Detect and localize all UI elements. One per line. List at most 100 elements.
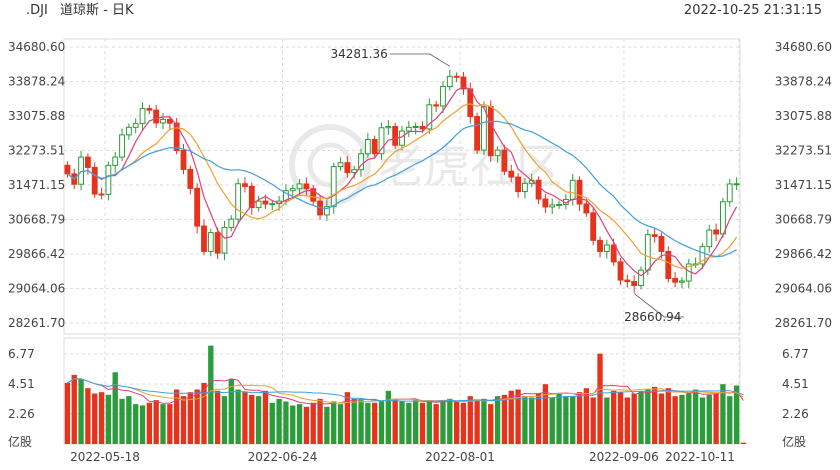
volume-bar bbox=[419, 402, 426, 444]
candle-body bbox=[624, 279, 631, 283]
volume-bar bbox=[426, 401, 432, 444]
volume-bar bbox=[617, 392, 624, 444]
volume-tick-label-right: 4.51 bbox=[782, 377, 809, 391]
candlestick bbox=[187, 165, 194, 195]
candlestick bbox=[269, 199, 276, 211]
candle-body bbox=[679, 280, 685, 283]
candlestick bbox=[283, 184, 289, 205]
volume-bar bbox=[515, 389, 521, 444]
candlestick bbox=[501, 144, 508, 176]
candle-body bbox=[590, 212, 597, 241]
volume-tick-label-right: 亿股 bbox=[782, 434, 806, 449]
candle-body bbox=[521, 182, 528, 193]
volume-bar bbox=[262, 390, 269, 444]
volume-bar bbox=[187, 392, 193, 444]
volume-bar bbox=[180, 396, 187, 444]
volume-bar bbox=[221, 396, 228, 444]
y-tick-label-left: 33878.24 bbox=[8, 75, 65, 89]
volume-bar bbox=[208, 345, 214, 444]
volume-ma-lines bbox=[67, 378, 744, 405]
candle-body bbox=[665, 250, 672, 279]
candle-body bbox=[303, 183, 310, 190]
volume-bar bbox=[85, 388, 91, 444]
volume-bar bbox=[522, 396, 528, 444]
y-tick-label-right: 33075.88 bbox=[775, 109, 832, 123]
candlestick bbox=[235, 178, 242, 225]
candle-body bbox=[508, 170, 515, 178]
volume-bar bbox=[651, 386, 658, 444]
candle-body bbox=[713, 229, 720, 235]
candle-body bbox=[330, 166, 337, 208]
candlestick-series bbox=[64, 69, 740, 293]
volume-bar bbox=[385, 390, 392, 444]
volume-bar bbox=[563, 396, 569, 444]
candle-panel-frame bbox=[63, 38, 741, 335]
volume-bar bbox=[228, 378, 234, 444]
candlestick bbox=[337, 157, 344, 171]
volume-bar bbox=[645, 389, 651, 444]
candle-body bbox=[187, 168, 194, 189]
candlestick bbox=[590, 206, 597, 246]
candle-body bbox=[658, 236, 665, 252]
candlestick bbox=[160, 112, 166, 129]
candlestick bbox=[139, 102, 146, 131]
volume-bar bbox=[542, 384, 549, 444]
volume-bar bbox=[740, 442, 747, 444]
candle-body bbox=[228, 218, 235, 228]
volume-bar bbox=[283, 401, 289, 444]
candlestick bbox=[542, 193, 549, 213]
candlestick bbox=[460, 71, 467, 95]
candlestick bbox=[453, 72, 460, 83]
candle-body bbox=[460, 76, 467, 90]
candle-body bbox=[446, 75, 453, 88]
candlestick bbox=[228, 215, 235, 232]
candle-body bbox=[364, 139, 371, 155]
volume-bar bbox=[535, 393, 542, 444]
candle-body bbox=[576, 179, 583, 205]
candlestick bbox=[248, 182, 255, 215]
candlestick bbox=[481, 101, 487, 156]
candlestick bbox=[98, 187, 105, 200]
candlestick bbox=[119, 128, 125, 161]
volume-tick-label-left: 6.77 bbox=[8, 347, 35, 361]
candlestick bbox=[713, 223, 720, 242]
volume-bar bbox=[713, 393, 719, 444]
candle-body bbox=[358, 153, 364, 171]
candlestick bbox=[597, 236, 603, 258]
candle-body bbox=[440, 86, 446, 107]
candle-body bbox=[221, 226, 228, 254]
candlestick bbox=[658, 232, 665, 259]
candle-body bbox=[481, 106, 487, 151]
candle-body bbox=[631, 281, 638, 286]
candlestick bbox=[358, 148, 364, 177]
y-tick-label-right: 30668.79 bbox=[775, 213, 832, 227]
y-tick-label-left: 29064.06 bbox=[8, 282, 65, 296]
y-axis-left: 34680.60 33878.24 33075.88 32273.51 31471.15… bbox=[8, 40, 65, 330]
candle-body bbox=[344, 162, 351, 174]
candlestick bbox=[583, 198, 590, 217]
candlestick bbox=[412, 122, 419, 135]
y-tick-label-left: 29866.42 bbox=[8, 247, 65, 261]
candlestick bbox=[378, 122, 385, 160]
y-tick-label-right: 28261.70 bbox=[775, 316, 832, 330]
candle-body bbox=[549, 204, 556, 208]
candle-body bbox=[214, 232, 221, 254]
candlestick bbox=[726, 178, 733, 207]
candlestick bbox=[440, 81, 446, 114]
candle-body bbox=[720, 201, 726, 235]
volume-ma10-line bbox=[67, 378, 744, 404]
candlestick bbox=[323, 200, 330, 221]
candle-body bbox=[501, 149, 508, 172]
candlestick bbox=[603, 239, 610, 259]
volume-bar bbox=[529, 397, 535, 444]
candlestick bbox=[399, 125, 405, 151]
candlestick bbox=[105, 161, 112, 201]
volume-bar bbox=[399, 401, 405, 444]
volume-tick-label-right: 2.26 bbox=[782, 407, 809, 421]
y-tick-label-left: 28261.70 bbox=[8, 316, 65, 330]
candle-body bbox=[426, 104, 433, 130]
volume-bar bbox=[64, 382, 71, 444]
candle-body bbox=[706, 229, 713, 248]
candle-body bbox=[726, 183, 733, 203]
